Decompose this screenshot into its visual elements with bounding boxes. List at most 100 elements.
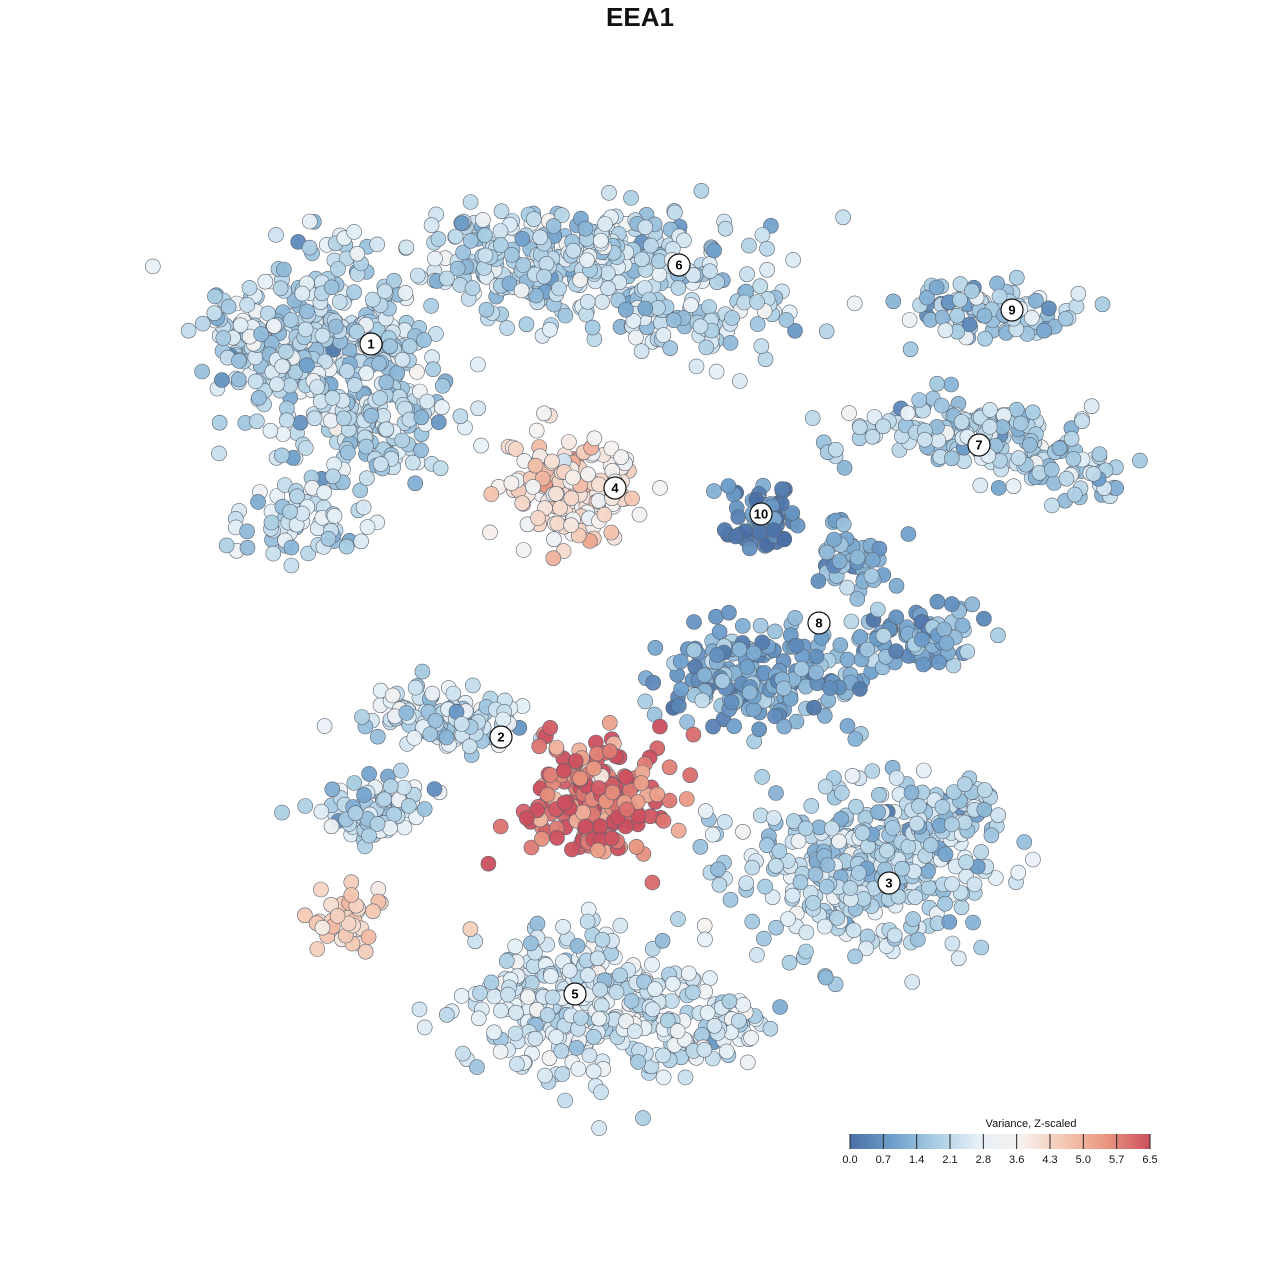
data-point	[478, 301, 495, 318]
data-point	[667, 204, 683, 221]
data-point	[393, 762, 409, 779]
data-point	[590, 780, 607, 796]
data-point	[841, 405, 857, 421]
data-point	[885, 293, 902, 310]
data-point	[976, 307, 993, 324]
data-point	[793, 661, 810, 677]
data-point	[386, 806, 402, 823]
data-point	[943, 450, 960, 467]
data-point	[835, 516, 852, 533]
data-point	[839, 718, 856, 734]
data-point	[751, 721, 768, 738]
colorbar-tick-label: 5.0	[1076, 1154, 1091, 1166]
data-point	[553, 1043, 570, 1059]
colorbar-tick-label: 0.7	[876, 1154, 891, 1166]
data-point	[774, 481, 790, 497]
data-point	[863, 568, 880, 584]
data-point	[313, 803, 330, 820]
data-point	[706, 1018, 723, 1034]
data-point	[492, 818, 509, 835]
data-point	[693, 183, 710, 199]
data-point	[833, 810, 849, 827]
data-point	[548, 1029, 565, 1045]
data-point	[498, 953, 515, 969]
data-point	[565, 469, 581, 486]
data-point	[507, 441, 524, 457]
data-point	[600, 280, 616, 297]
data-point	[372, 390, 388, 406]
data-point	[464, 677, 481, 694]
data-point	[249, 413, 265, 430]
data-point	[943, 816, 960, 833]
data-point	[1028, 292, 1044, 309]
cluster-label: 5	[571, 987, 578, 1002]
data-point	[514, 231, 531, 247]
data-point	[543, 968, 559, 984]
data-point	[382, 778, 399, 795]
data-point	[696, 917, 713, 934]
data-point	[613, 449, 630, 466]
data-point	[231, 353, 247, 369]
data-point	[573, 1010, 589, 1026]
data-point	[194, 363, 210, 380]
data-point	[206, 305, 223, 322]
data-point	[697, 803, 714, 819]
data-point	[419, 393, 436, 410]
data-point	[363, 407, 380, 424]
data-point	[764, 889, 781, 906]
data-point	[717, 220, 734, 237]
data-point	[788, 637, 805, 654]
data-point	[633, 775, 650, 791]
data-point	[680, 965, 697, 982]
data-point	[752, 807, 769, 824]
data-point	[239, 539, 256, 556]
data-point	[395, 779, 412, 796]
data-point	[1091, 446, 1108, 463]
data-point	[386, 272, 402, 289]
data-point	[313, 881, 329, 898]
data-point	[879, 842, 895, 859]
data-point	[943, 376, 959, 393]
data-point	[180, 322, 197, 339]
data-point	[754, 227, 771, 243]
data-point	[507, 938, 524, 955]
data-point	[464, 280, 481, 296]
data-point	[549, 830, 565, 846]
data-point	[369, 728, 386, 745]
cluster-label: 3	[885, 876, 892, 891]
data-point	[557, 307, 574, 324]
data-point	[655, 1047, 671, 1064]
data-point	[749, 294, 765, 310]
data-point	[822, 680, 838, 696]
data-point	[407, 475, 424, 492]
data-point	[372, 456, 389, 472]
colorbar-tick-label: 2.1	[942, 1154, 957, 1166]
data-point	[592, 981, 608, 998]
data-point	[1036, 322, 1052, 339]
data-point	[1041, 300, 1057, 317]
data-point	[618, 301, 634, 318]
data-point	[698, 339, 715, 356]
data-point	[282, 503, 298, 520]
data-point	[916, 431, 933, 448]
data-point	[575, 804, 591, 821]
data-point	[628, 838, 645, 855]
data-point	[278, 343, 294, 360]
data-point	[602, 743, 618, 760]
data-point	[398, 705, 415, 721]
data-point	[976, 610, 992, 627]
data-point	[529, 915, 546, 932]
data-point	[1016, 834, 1033, 850]
data-point	[320, 530, 337, 547]
data-point	[554, 1066, 571, 1082]
data-point	[586, 760, 602, 777]
data-point	[1044, 461, 1060, 478]
colorbar-tick-label: 3.6	[1009, 1154, 1024, 1166]
data-point	[672, 653, 689, 670]
data-point	[964, 596, 981, 613]
data-point	[265, 545, 282, 562]
data-point	[462, 921, 479, 938]
data-point	[570, 1061, 587, 1077]
data-point	[749, 947, 765, 963]
